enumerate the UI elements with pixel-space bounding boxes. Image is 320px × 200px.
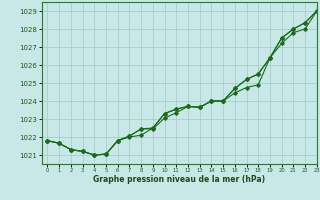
X-axis label: Graphe pression niveau de la mer (hPa): Graphe pression niveau de la mer (hPa) [93, 175, 265, 184]
